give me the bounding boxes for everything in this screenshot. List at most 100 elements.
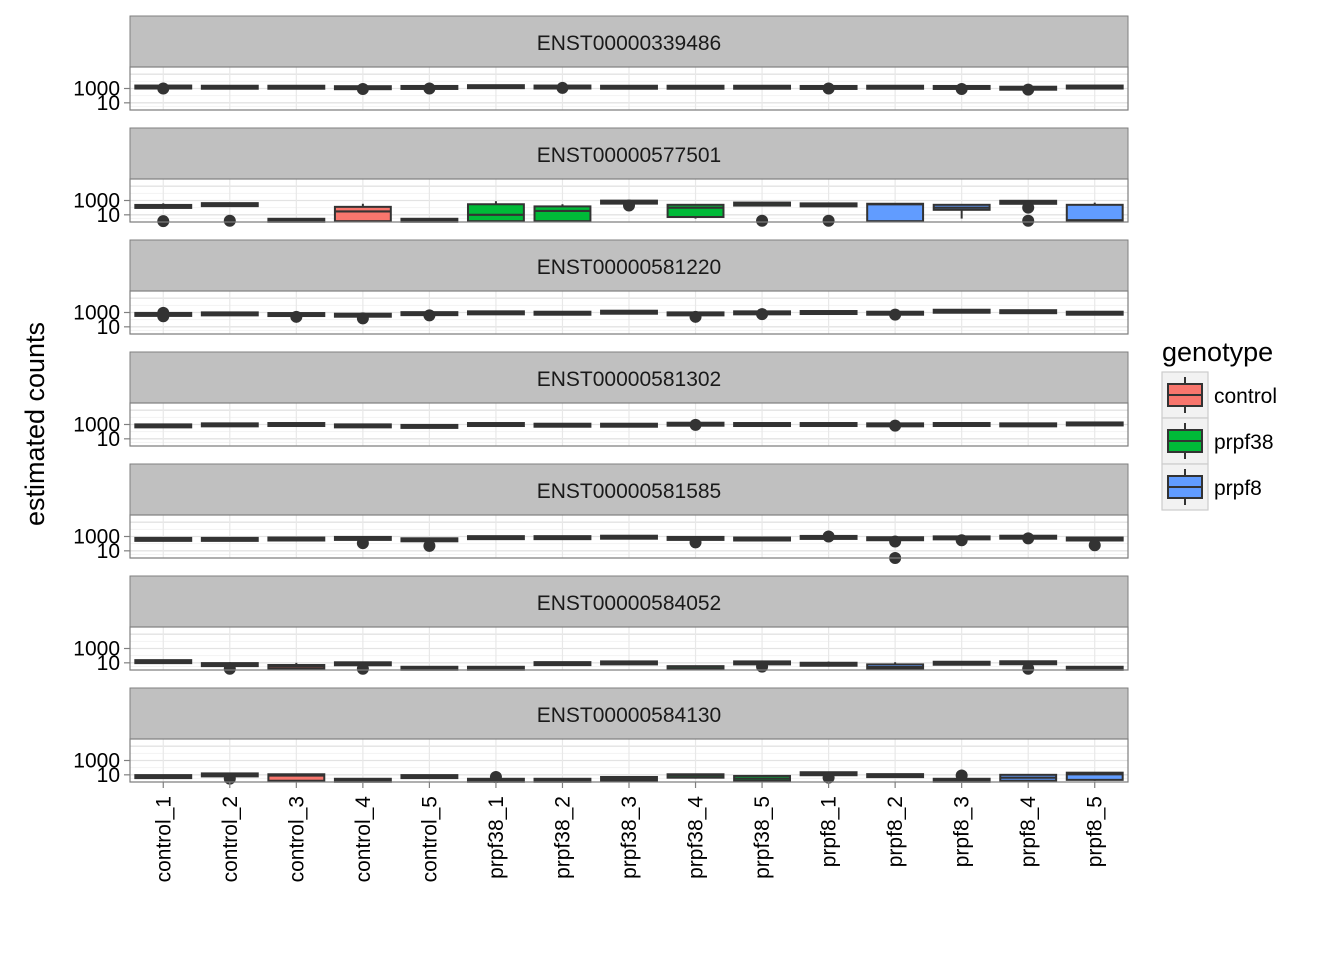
facet-strip bbox=[129, 127, 1129, 180]
facet-strip bbox=[129, 15, 1129, 68]
box bbox=[267, 536, 326, 542]
y-tick-label: 1000 bbox=[73, 526, 120, 549]
facet-strip-label: ENST00000581302 bbox=[537, 368, 721, 391]
box bbox=[999, 199, 1058, 227]
box bbox=[999, 309, 1058, 315]
x-tick-label: control_2 bbox=[219, 796, 242, 882]
x-tick-label: control_3 bbox=[285, 796, 308, 882]
outlier-point bbox=[756, 308, 769, 321]
outlier-point bbox=[423, 82, 436, 95]
box bbox=[200, 662, 259, 675]
box bbox=[866, 662, 925, 670]
outlier-point bbox=[1088, 539, 1101, 552]
y-tick-label: 10 bbox=[97, 204, 120, 227]
box bbox=[134, 82, 193, 95]
box bbox=[932, 534, 991, 547]
box bbox=[799, 530, 858, 543]
outlier-point bbox=[223, 662, 236, 675]
outlier-point bbox=[157, 82, 170, 95]
box bbox=[600, 309, 658, 315]
box bbox=[400, 774, 459, 780]
y-tick-label: 1000 bbox=[73, 414, 120, 437]
box bbox=[866, 419, 925, 432]
box bbox=[733, 308, 792, 321]
facet-strip bbox=[129, 351, 1129, 404]
outlier-point bbox=[955, 83, 968, 96]
outlier-point bbox=[1022, 662, 1035, 675]
box bbox=[200, 84, 259, 90]
box bbox=[267, 422, 326, 428]
box bbox=[1065, 771, 1124, 781]
legend-label: control bbox=[1214, 385, 1277, 408]
box-iqr bbox=[533, 205, 592, 223]
box bbox=[799, 661, 858, 667]
box-iqr bbox=[466, 203, 525, 223]
box bbox=[733, 84, 792, 90]
y-tick-label: 10 bbox=[97, 764, 120, 787]
outlier-point bbox=[756, 214, 769, 227]
x-tick-label: control_1 bbox=[152, 796, 175, 882]
box bbox=[733, 201, 792, 227]
box bbox=[866, 202, 925, 223]
outlier-point bbox=[157, 310, 170, 323]
outlier-point bbox=[423, 539, 436, 552]
box bbox=[267, 773, 326, 782]
legend-entry: prpf8 bbox=[1161, 463, 1262, 511]
box bbox=[932, 422, 991, 428]
box bbox=[134, 536, 193, 542]
x-tick-label: control_4 bbox=[352, 796, 375, 883]
outlier-point bbox=[423, 309, 436, 322]
box bbox=[1065, 665, 1124, 671]
box bbox=[866, 308, 925, 321]
legend-label: prpf38 bbox=[1214, 431, 1274, 454]
box bbox=[733, 422, 792, 428]
x-tick-label: prpf8_2 bbox=[884, 796, 907, 867]
facet-strip-label: ENST00000581585 bbox=[537, 480, 721, 503]
outlier-point bbox=[1022, 83, 1035, 96]
facet-strip bbox=[129, 687, 1129, 740]
box bbox=[932, 203, 991, 219]
outlier-point bbox=[889, 419, 902, 432]
box bbox=[932, 83, 991, 96]
box bbox=[733, 774, 792, 782]
box bbox=[999, 532, 1058, 545]
legend: genotype control prpf38 prpf8 bbox=[1161, 337, 1277, 511]
box bbox=[333, 777, 392, 783]
outlier-point bbox=[889, 535, 902, 548]
box bbox=[600, 534, 658, 540]
box bbox=[600, 199, 658, 212]
box bbox=[200, 536, 259, 542]
outlier-point bbox=[822, 530, 835, 543]
x-tick-label: prpf8_4 bbox=[1017, 796, 1040, 868]
box-iqr bbox=[267, 773, 326, 782]
facet-strip-label: ENST00000577501 bbox=[537, 144, 721, 167]
box bbox=[333, 661, 392, 675]
outlier-point bbox=[689, 536, 702, 549]
y-tick-label: 10 bbox=[97, 540, 120, 563]
box bbox=[866, 773, 925, 779]
outlier-point bbox=[556, 81, 569, 94]
outlier-point bbox=[356, 537, 369, 550]
box bbox=[134, 659, 193, 665]
box-iqr bbox=[333, 205, 392, 223]
outlier-point bbox=[822, 82, 835, 95]
x-tick-label: control_5 bbox=[418, 796, 441, 882]
outlier-point bbox=[1022, 532, 1035, 545]
box-iqr bbox=[1065, 771, 1124, 781]
box bbox=[999, 83, 1058, 96]
box bbox=[932, 308, 991, 314]
outlier-point bbox=[822, 214, 835, 227]
outlier-point bbox=[356, 83, 369, 96]
box bbox=[799, 422, 858, 428]
box bbox=[533, 535, 592, 541]
legend-label: prpf8 bbox=[1214, 477, 1262, 500]
outlier-point bbox=[356, 312, 369, 325]
box bbox=[733, 536, 792, 542]
box bbox=[466, 84, 525, 90]
y-tick-label: 1000 bbox=[73, 302, 120, 325]
box bbox=[134, 203, 193, 228]
